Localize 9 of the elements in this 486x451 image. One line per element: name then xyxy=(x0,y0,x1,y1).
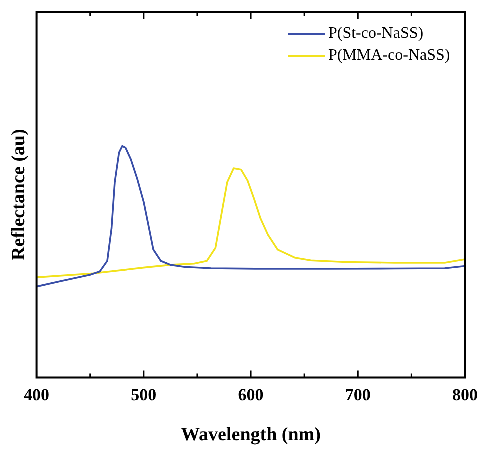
x-tick-label: 400 xyxy=(24,385,50,404)
x-tick-label: 700 xyxy=(345,385,371,404)
y-axis-title: Reflectance (au) xyxy=(8,129,30,261)
x-tick-label: 600 xyxy=(238,385,264,404)
x-tick-label: 500 xyxy=(131,385,157,404)
x-axis-title: Wavelength (nm) xyxy=(181,424,321,446)
legend-label: P(MMA-co-NaSS) xyxy=(328,47,450,64)
x-tick-label: 800 xyxy=(452,385,478,404)
legend-label: P(St-co-NaSS) xyxy=(328,25,424,42)
